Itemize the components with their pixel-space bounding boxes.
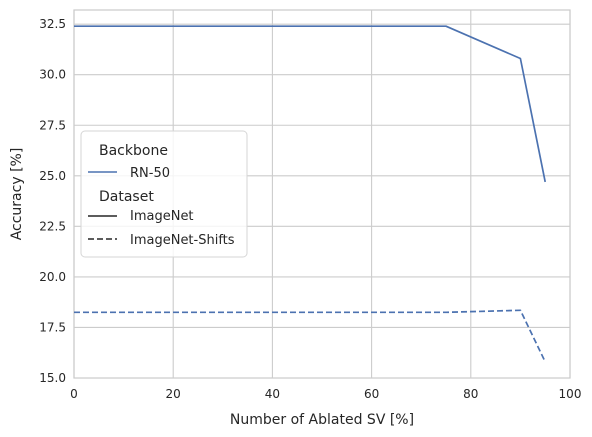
legend-label-imagenet: ImageNet bbox=[130, 209, 194, 224]
legend-label-rn50: RN-50 bbox=[130, 166, 170, 181]
x-tick-label: 100 bbox=[559, 387, 582, 401]
legend-title-backbone: Backbone bbox=[99, 143, 168, 159]
y-tick-label: 17.5 bbox=[39, 320, 66, 334]
y-tick-label: 27.5 bbox=[39, 118, 66, 132]
x-tick-labels: 0 20 40 60 80 100 bbox=[70, 387, 581, 401]
plot-frame bbox=[73, 9, 571, 379]
legend-title-dataset: Dataset bbox=[99, 189, 154, 205]
legend-label-imagenet-shifts: ImageNet-Shifts bbox=[130, 233, 235, 248]
legend-box bbox=[80, 130, 248, 258]
y-tick-label: 32.5 bbox=[39, 17, 66, 31]
y-tick-label: 15.0 bbox=[39, 371, 66, 385]
y-tick-label: 20.0 bbox=[39, 270, 66, 284]
y-tick-label: 30.0 bbox=[39, 68, 66, 82]
x-tick-label: 80 bbox=[463, 387, 478, 401]
y-tick-label: 22.5 bbox=[39, 219, 66, 233]
x-tick-label: 0 bbox=[70, 387, 78, 401]
series-line-imagenet-shifts bbox=[74, 309, 546, 363]
y-tick-label: 25.0 bbox=[39, 169, 66, 183]
series-lines bbox=[74, 25, 547, 363]
x-tick-label: 40 bbox=[265, 387, 280, 401]
y-axis-label: Accuracy [%] bbox=[9, 148, 25, 241]
series-line-imagenet bbox=[74, 25, 547, 183]
legend: Backbone RN-50 Dataset ImageNet ImageNet… bbox=[80, 130, 248, 258]
y-tick-labels: 15.0 17.5 20.0 22.5 25.0 27.5 30.0 32.5 bbox=[39, 17, 66, 385]
x-tick-label: 20 bbox=[166, 387, 181, 401]
x-axis-label: Number of Ablated SV [%] bbox=[230, 412, 414, 428]
x-tick-label: 60 bbox=[364, 387, 379, 401]
